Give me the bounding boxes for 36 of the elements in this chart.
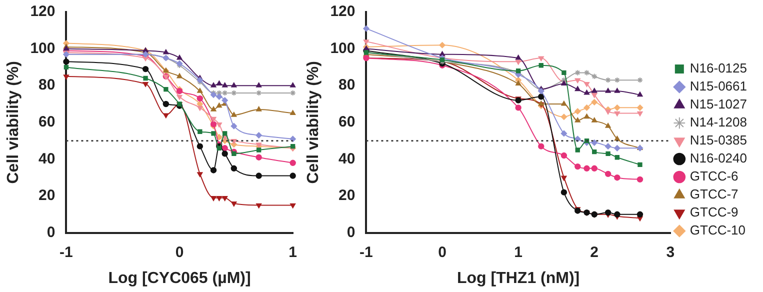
y-axis-title: Cell viability (%) <box>5 61 22 184</box>
x-tick-label: -1 <box>60 244 73 261</box>
legend-label: GTCC-7 <box>690 186 738 202</box>
x-axis-title: Log [CYC065 (µM)] <box>108 270 251 287</box>
y-tick-label: 20 <box>38 187 56 204</box>
legend-label: N14-1208 <box>690 114 748 130</box>
y-tick-label: 40 <box>38 150 56 168</box>
y-tick-label: 80 <box>338 76 356 94</box>
x-axis-title: Log [THZ1 (nM)] <box>457 270 580 287</box>
y-tick-label: 60 <box>38 114 56 131</box>
y-tick-label: 100 <box>330 40 356 57</box>
x-tick-label: 1 <box>288 244 297 261</box>
y-tick-label: 120 <box>330 3 356 20</box>
legend-label: GTCC-6 <box>690 168 738 184</box>
y-axis-title: Cell viability (%) <box>305 61 322 184</box>
legend-label: N15-0385 <box>690 132 748 148</box>
y-tick-label: 120 <box>30 3 56 20</box>
legend-label: N16-0240 <box>690 150 748 166</box>
x-tick-label: 3 <box>666 244 675 261</box>
legend-label: N15-0661 <box>690 78 748 94</box>
y-tick-label: 0 <box>346 224 356 241</box>
y-tick-label: 0 <box>46 224 56 241</box>
y-tick-label: 60 <box>338 114 356 131</box>
y-tick-label: 100 <box>30 40 56 57</box>
y-tick-label: 20 <box>338 187 356 204</box>
x-tick-label: 2 <box>590 244 599 261</box>
legend-label: GTCC-9 <box>690 204 738 220</box>
x-tick-label: 1 <box>514 244 522 261</box>
legend-label: GTCC-10 <box>690 222 746 238</box>
x-tick-label: 0 <box>175 244 184 261</box>
y-tick-label: 80 <box>38 76 56 94</box>
x-tick-label: -1 <box>360 244 373 261</box>
x-tick-label: 0 <box>438 244 446 261</box>
legend-label: N16-0125 <box>690 60 748 76</box>
legend-label: N15-1027 <box>690 96 748 112</box>
y-tick-label: 40 <box>338 150 356 168</box>
